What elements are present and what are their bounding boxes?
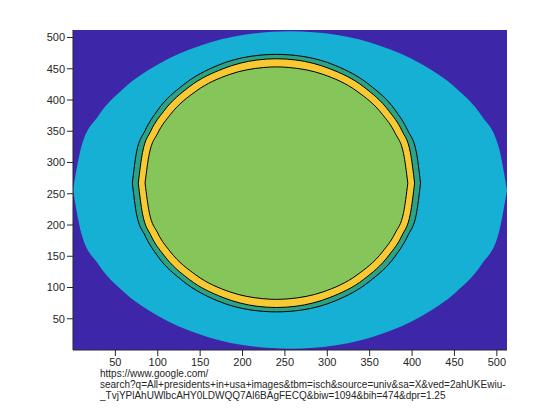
- svg-text:250: 250: [276, 356, 294, 368]
- html-text:_TvjYPlAhUWlbcAHY0LDWQQ7Al6BAg: _TvjYPlAhUWlbcAHY0LDWQQ7Al6BAgFECQ&biw=1…: [100, 390, 446, 401]
- svg-text:350: 350: [47, 125, 65, 137]
- svg-text:350: 350: [361, 356, 379, 368]
- svg-text:500: 500: [47, 31, 65, 43]
- svg-text:150: 150: [191, 356, 209, 368]
- svg-text:150: 150: [47, 250, 65, 262]
- svg-text:300: 300: [47, 156, 65, 168]
- svg-text:250: 250: [47, 188, 65, 200]
- svg-text:100: 100: [149, 356, 167, 368]
- svg-text:200: 200: [233, 356, 251, 368]
- html-text:https://www.google.com/: https://www.google.com/: [100, 368, 209, 379]
- html-text:search?q=All+presidents+in+usa: search?q=All+presidents+in+usa+images&tb…: [100, 379, 506, 390]
- svg-text:400: 400: [47, 94, 65, 106]
- svg-text:50: 50: [109, 356, 121, 368]
- svg-text:50: 50: [53, 313, 65, 325]
- svg-text:100: 100: [47, 281, 65, 293]
- svg-text:450: 450: [47, 63, 65, 75]
- svg-text:300: 300: [318, 356, 336, 368]
- svg-text:450: 450: [445, 356, 463, 368]
- svg-text:500: 500: [488, 356, 506, 368]
- svg-text:400: 400: [403, 356, 421, 368]
- svg-text:200: 200: [47, 219, 65, 231]
